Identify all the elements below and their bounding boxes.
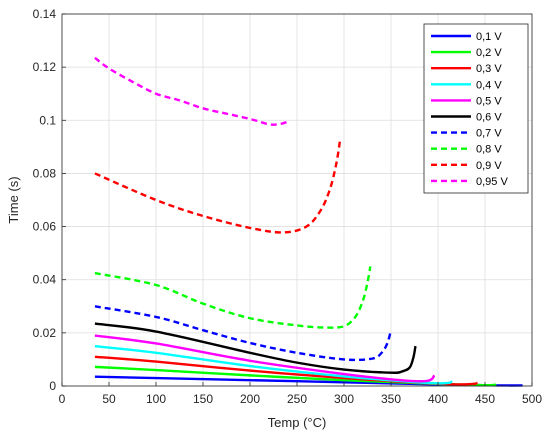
legend-label: 0,4 V bbox=[476, 79, 502, 91]
series-line bbox=[94, 322, 417, 374]
legend: 0,1 V 0,2 V 0,3 V 0,4 V 0,5 V 0,6 V 0,7 V 0,8 V… bbox=[423, 23, 529, 194]
y-tick-label: 0.12 bbox=[33, 60, 57, 74]
y-tick-label: 0 bbox=[49, 379, 56, 393]
series-line bbox=[94, 344, 453, 385]
x-tick-label: 200 bbox=[240, 392, 260, 406]
series-lines bbox=[94, 56, 523, 387]
y-tick-label: 0.14 bbox=[33, 7, 57, 21]
series-line bbox=[94, 305, 393, 362]
x-tick-label: 300 bbox=[334, 392, 354, 406]
x-tick-label: 350 bbox=[381, 392, 401, 406]
y-axis-label: Time (s) bbox=[6, 176, 21, 223]
series-line bbox=[94, 138, 342, 234]
y-tick-label: 0.08 bbox=[33, 166, 57, 180]
x-tick-label: 450 bbox=[475, 392, 495, 406]
x-tick-label: 400 bbox=[428, 392, 448, 406]
legend-label: 0,9 V bbox=[476, 160, 502, 172]
legend-label: 0,3 V bbox=[476, 63, 502, 75]
x-tick-label: 50 bbox=[102, 392, 116, 406]
series-line bbox=[94, 56, 291, 126]
legend-label: 0,5 V bbox=[476, 95, 502, 107]
x-tick-label: 500 bbox=[522, 392, 542, 406]
legend-label: 0,8 V bbox=[476, 144, 502, 156]
axis-ticks: 0 50 100 150 200 250 300 350 400 450 500 0 0.02 0.04 0… bbox=[33, 7, 543, 406]
y-tick-label: 0.04 bbox=[33, 273, 57, 287]
legend-label: 0,2 V bbox=[476, 47, 502, 59]
series-line bbox=[94, 375, 523, 387]
series-line bbox=[94, 365, 497, 387]
x-tick-label: 250 bbox=[287, 392, 307, 406]
y-tick-label: 0.06 bbox=[33, 220, 57, 234]
legend-label: 0,7 V bbox=[476, 128, 502, 140]
series-line bbox=[94, 266, 372, 329]
legend-label: 0,95 V bbox=[476, 176, 508, 188]
x-tick-label: 0 bbox=[59, 392, 66, 406]
x-axis-label: Temp (°C) bbox=[268, 415, 327, 430]
x-tick-label: 150 bbox=[193, 392, 213, 406]
legend-label: 0,1 V bbox=[476, 31, 502, 43]
y-tick-label: 0.02 bbox=[33, 326, 57, 340]
y-tick-label: 0.1 bbox=[39, 113, 56, 127]
legend-label: 0,6 V bbox=[476, 112, 502, 124]
x-tick-label: 100 bbox=[146, 392, 166, 406]
series-line bbox=[94, 334, 436, 383]
